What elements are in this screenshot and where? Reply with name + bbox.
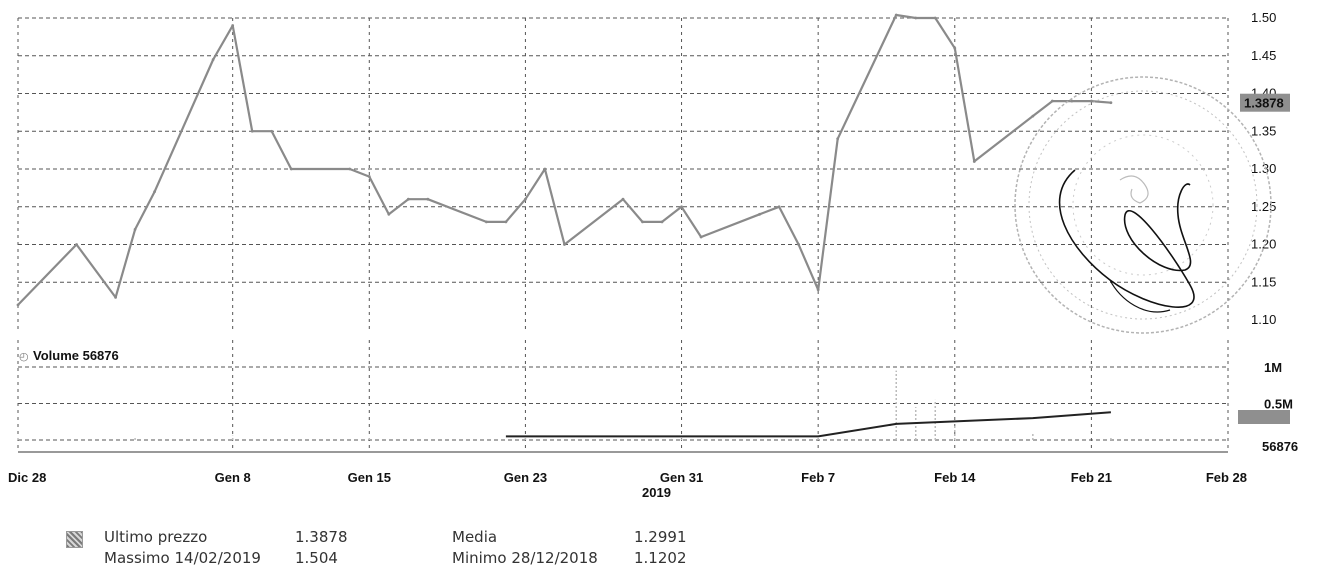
y-tick-label: 1.25 [1251,199,1276,214]
last-price-marker [1240,93,1290,112]
price-point [660,220,664,224]
avg-label: Media [452,528,498,546]
price-point [387,212,391,216]
price-point [972,160,976,163]
signature-icon [1058,169,1195,313]
price-point [816,288,820,292]
last-volume-label: 56876 [1262,439,1298,454]
price-point [1031,114,1035,118]
price-point [426,197,430,201]
last-price-marker-label: 1.3878 [1244,96,1284,111]
y-tick-label: 1.35 [1251,123,1276,138]
price-series [16,13,1113,307]
stock-chart: 1.501.451.401.351.301.251.201.151.101.38… [8,10,1298,500]
x-tick-label: Gen 15 [348,470,391,485]
volume-toggle-icon[interactable]: ◴ [19,351,29,363]
price-point [680,205,683,209]
last-price-label: Ultimo prezzo [104,528,208,546]
x-axis: Dic 28 Gen 8 Gen 15 Gen 23 Gen 31 Feb 7 Feb 14… [8,470,1247,485]
price-point [348,167,352,171]
price-point [133,228,137,231]
volume-series [17,370,1112,440]
last-price-value: 1.3878 [295,528,348,546]
price-point [641,220,644,224]
price-point [367,175,371,178]
price-point [1089,99,1093,103]
price-point [250,129,254,133]
price-point [699,235,703,239]
price-point [563,243,566,246]
volume-avg-line [505,411,1111,438]
legend-swatch-icon [66,531,83,548]
stats-panel: Ultimo prezzo 1.3878 Massimo 14/02/2019 … [0,525,800,573]
price-point [114,295,117,299]
y-tick-label: 1.15 [1251,274,1276,289]
price-point [231,24,235,27]
price-point [758,212,762,216]
x-tick-label: Gen 23 [504,470,547,485]
volume-grid [17,340,1229,453]
y-tick-label: 1.45 [1251,48,1276,63]
price-point [406,197,410,201]
price-grid [17,17,1229,330]
price-point [933,16,937,20]
y-tick-label: 1.10 [1251,312,1276,327]
x-tick-label: Feb 28 [1206,470,1247,485]
price-point [1050,99,1054,103]
volume-tick-label: 1M [1264,360,1282,375]
price-line [17,13,1111,306]
price-point [211,58,215,61]
price-point [894,13,898,17]
y-tick-label: 1.30 [1251,161,1276,176]
x-tick-label: Feb 21 [1071,470,1112,485]
price-point [270,129,274,133]
price-point [1109,101,1113,105]
price-point [504,220,508,224]
price-point [543,167,547,171]
price-point [153,190,157,194]
avg-value: 1.2991 [634,528,687,546]
min-value: 1.1202 [634,549,687,567]
x-tick-label: Gen 31 [660,470,703,485]
y-tick-label: 1.50 [1251,10,1276,25]
price-point [836,137,840,141]
stamp-seal-icon [1014,76,1272,334]
max-value: 1.504 [295,549,338,567]
max-label: Massimo 14/02/2019 [104,549,261,567]
price-point [797,243,801,246]
volume-title: Volume 56876 [33,348,119,363]
price-point [1070,99,1074,103]
x-tick-label: Feb 14 [934,470,976,485]
last-volume-marker [1238,410,1290,424]
price-y-axis: 1.501.451.401.351.301.251.201.151.101.38… [1240,10,1290,327]
x-tick-label: Feb 7 [801,470,835,485]
volume-y-axis: 1M 0.5M 56876 [1238,360,1298,454]
price-point [16,303,20,307]
price-point [953,46,957,50]
price-point [777,205,781,209]
y-tick-label: 1.20 [1251,237,1276,252]
price-point [621,197,625,201]
price-point [75,243,78,246]
price-point [484,220,488,224]
min-label: Minimo 28/12/2018 [452,549,598,567]
x-tick-label: Dic 28 [8,470,46,485]
x-tick-label: Gen 8 [215,470,251,485]
price-point [524,197,527,201]
price-point [289,167,293,171]
volume-tick-label: 0.5M [1264,397,1293,412]
x-axis-year-label: 2019 [642,485,671,500]
price-point [914,16,918,20]
